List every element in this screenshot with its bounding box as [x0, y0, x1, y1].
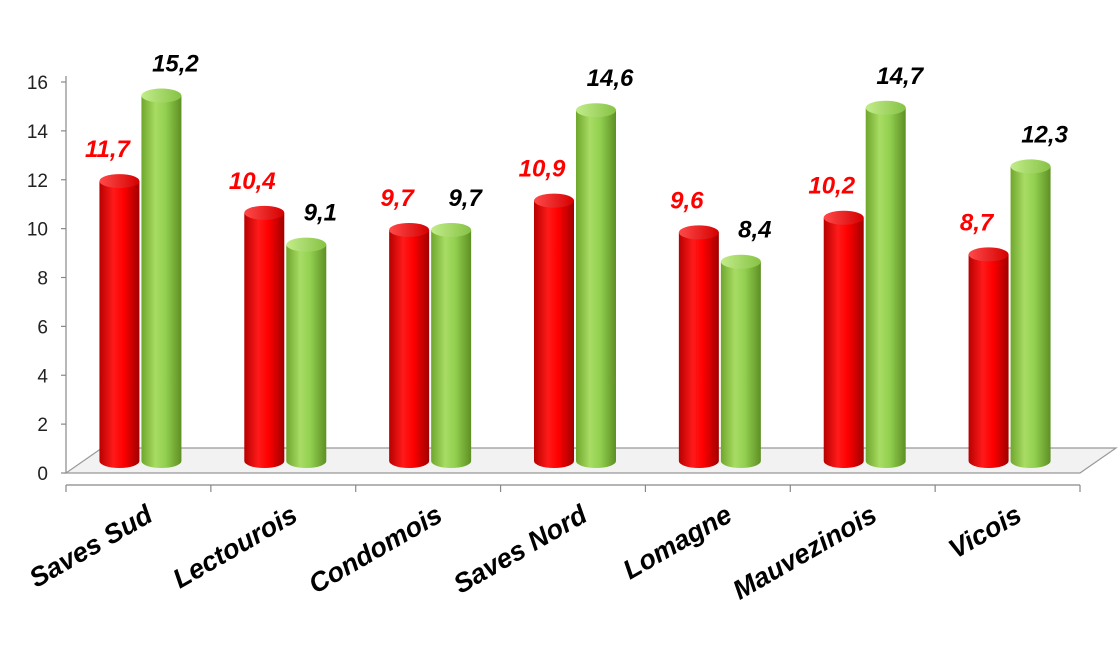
- data-label: 9,7: [448, 185, 483, 212]
- bar: [431, 222, 472, 469]
- y-tick-label: 12: [27, 171, 48, 192]
- y-tick-label: 0: [37, 464, 48, 485]
- bar: [99, 174, 140, 469]
- bar: [1010, 159, 1051, 469]
- data-label: 14,7: [876, 63, 924, 90]
- bar-top: [1010, 159, 1051, 174]
- bar: [141, 88, 182, 469]
- bar: [389, 222, 430, 469]
- bar: [244, 205, 285, 469]
- data-label: 14,6: [587, 65, 634, 92]
- bar-top: [389, 222, 430, 237]
- bar-body: [823, 217, 864, 469]
- bar-body: [678, 232, 719, 469]
- bar-body: [968, 254, 1009, 469]
- bar-body: [244, 212, 285, 469]
- x-tick-label: Lomagne: [618, 499, 737, 585]
- bar: [286, 237, 327, 469]
- bar-body: [534, 200, 574, 468]
- x-tick-label: Vicois: [944, 499, 1027, 564]
- data-label: 10,4: [229, 168, 276, 195]
- bar: [865, 100, 906, 469]
- bar-body: [99, 181, 140, 469]
- bar-top: [823, 210, 864, 225]
- x-tick-label: Condomois: [304, 499, 448, 599]
- y-tick-label: 10: [27, 220, 48, 241]
- y-axis-ticks: 0 2 4 6 8 10 12 14 16: [27, 73, 66, 485]
- bar-top: [865, 100, 906, 115]
- y-tick-label: 4: [37, 366, 48, 387]
- bar: [678, 225, 719, 469]
- x-axis-ticks: [65, 485, 1081, 492]
- data-label: 11,7: [85, 136, 132, 163]
- bars: [99, 88, 1051, 469]
- bar-top: [534, 193, 574, 208]
- bar-top: [99, 174, 140, 189]
- bar-top: [720, 254, 761, 269]
- data-label: 9,7: [380, 185, 415, 212]
- x-tick-label: Mauvezinois: [728, 499, 882, 605]
- data-label: 8,7: [960, 209, 995, 236]
- y-tick-label: 6: [37, 317, 48, 338]
- data-label: 12,3: [1021, 121, 1068, 148]
- x-tick-label: Lectourois: [168, 499, 303, 594]
- bar-body: [286, 244, 327, 469]
- bar: [720, 254, 761, 469]
- data-label: 10,9: [519, 156, 566, 183]
- x-tick-label: Saves Sud: [24, 499, 158, 594]
- bar-body: [1010, 166, 1051, 469]
- bar-top: [431, 222, 472, 237]
- value-labels: 11,7 15,2 10,4 9,1 9,7 9,7 10,9 14,6 9,6 8,4 10,2 1…: [85, 51, 1069, 244]
- bar-top: [244, 205, 285, 220]
- bar-top: [576, 103, 616, 118]
- bar: [968, 247, 1009, 469]
- bar: [823, 210, 864, 469]
- data-label: 9,1: [304, 200, 337, 227]
- bar-body: [720, 261, 761, 469]
- data-label: 10,2: [808, 173, 855, 200]
- bar-top: [141, 88, 182, 103]
- y-tick-label: 2: [37, 415, 48, 436]
- y-tick-label: 16: [27, 73, 48, 94]
- data-label: 9,6: [670, 187, 704, 214]
- x-tick-label: Saves Nord: [448, 499, 592, 600]
- bar-body: [865, 107, 906, 469]
- bar-body: [141, 95, 182, 469]
- bar-top: [678, 225, 719, 240]
- y-tick-label: 14: [27, 122, 49, 143]
- bar-body: [431, 229, 472, 469]
- bar-body: [389, 229, 430, 469]
- bar: [534, 193, 574, 468]
- category-labels: Saves Sud Lectourois Condomois Saves Nord Lo…: [24, 499, 1026, 606]
- data-label: 15,2: [152, 51, 199, 78]
- bar-top: [968, 247, 1009, 262]
- data-label: 8,4: [738, 217, 771, 244]
- bar-top: [286, 237, 327, 252]
- bar: [576, 103, 616, 469]
- y-tick-label: 8: [37, 269, 48, 290]
- bar-body: [576, 110, 616, 469]
